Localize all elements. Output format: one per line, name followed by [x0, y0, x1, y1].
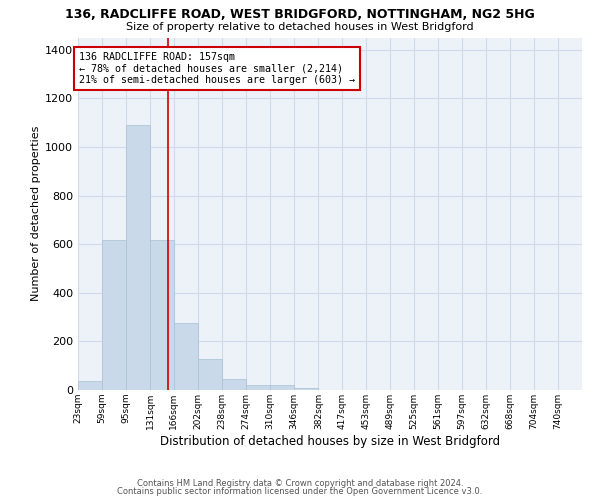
Bar [294, 388, 318, 390]
Text: Size of property relative to detached houses in West Bridgford: Size of property relative to detached ho… [126, 22, 474, 32]
Bar [222, 379, 246, 390]
X-axis label: Distribution of detached houses by size in West Bridgford: Distribution of detached houses by size … [160, 434, 500, 448]
Bar [150, 240, 175, 390]
Y-axis label: Number of detached properties: Number of detached properties [31, 126, 41, 302]
Text: 136, RADCLIFFE ROAD, WEST BRIDGFORD, NOTTINGHAM, NG2 5HG: 136, RADCLIFFE ROAD, WEST BRIDGFORD, NOT… [65, 8, 535, 20]
Bar [246, 384, 270, 390]
Bar [198, 359, 222, 390]
Bar [102, 240, 126, 390]
Bar [78, 382, 102, 390]
Bar [126, 125, 150, 390]
Bar [270, 385, 294, 390]
Bar [174, 323, 198, 390]
Text: 136 RADCLIFFE ROAD: 157sqm
← 78% of detached houses are smaller (2,214)
21% of s: 136 RADCLIFFE ROAD: 157sqm ← 78% of deta… [79, 52, 355, 86]
Text: Contains public sector information licensed under the Open Government Licence v3: Contains public sector information licen… [118, 487, 482, 496]
Text: Contains HM Land Registry data © Crown copyright and database right 2024.: Contains HM Land Registry data © Crown c… [137, 478, 463, 488]
